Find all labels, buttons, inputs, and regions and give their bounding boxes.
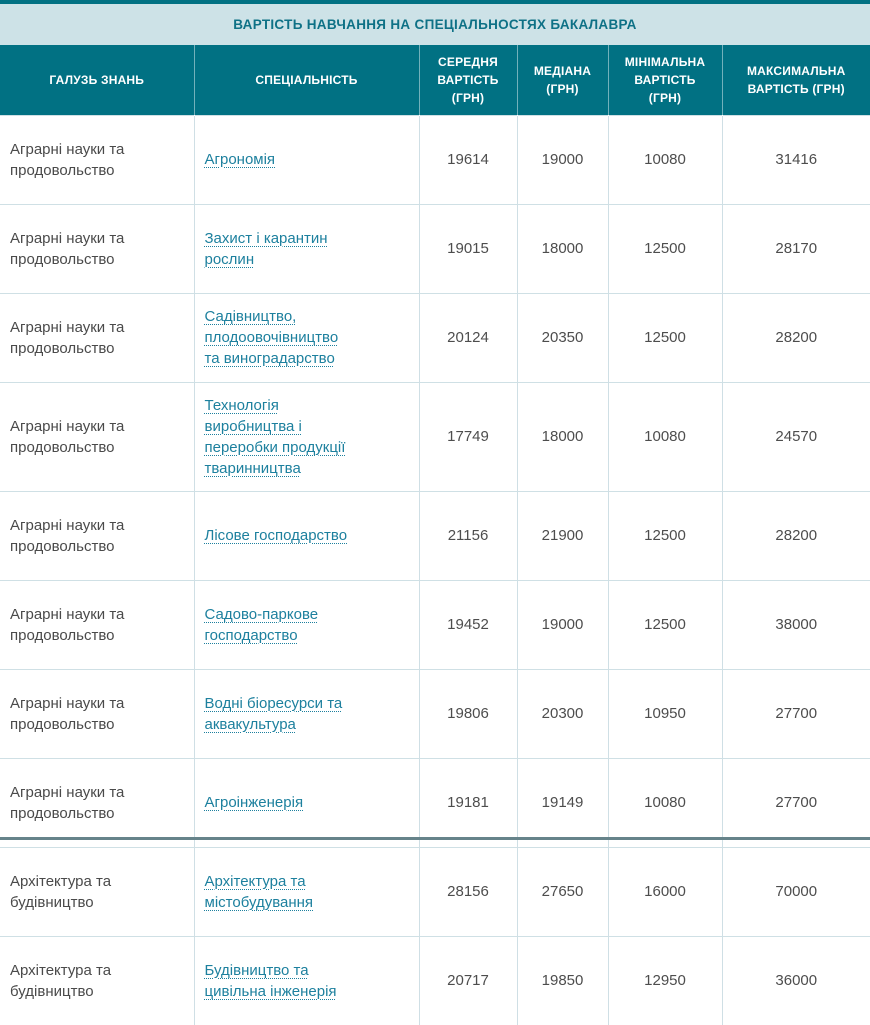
median-cell: 21900 [516,490,608,580]
specialty-link[interactable]: Агроінженерія [204,794,304,811]
header-min-cost: МІНІМАЛЬНА ВАРТІСТЬ (ГРН) [607,45,722,115]
max-cost-cell: 28200 [721,490,870,580]
field-cell: Аграрні науки та продовольство [0,757,194,847]
specialty-cell: Агроінженерія [193,757,419,847]
specialty-link[interactable]: Захист і карантин рослин [204,229,328,268]
min-cost-cell: 10080 [607,114,722,204]
avg-cost-cell: 19015 [418,203,517,293]
specialty-cell: Будівництво та цивільна інженерія [193,935,419,1025]
table-title-bar: ВАРТІСТЬ НАВЧАННЯ НА СПЕЦІАЛЬНОСТЯХ БАКА… [0,4,870,45]
avg-cost-cell: 19181 [418,757,517,847]
specialty-cell: Садово-паркове господарство [193,579,419,669]
median-cell: 18000 [516,381,608,491]
specialty-link[interactable]: Садівництво, плодоовочівництво та виногр… [204,308,339,367]
field-cell: Аграрні науки та продовольство [0,490,194,580]
field-cell: Аграрні науки та продовольство [0,381,194,491]
max-cost-cell: 31416 [721,114,870,204]
header-specialty: СПЕЦІАЛЬНІСТЬ [193,45,419,115]
specialty-cell: Водні біоресурси та аквакультура [193,668,419,758]
specialty-cell: Архітектура та містобудування [193,846,419,936]
header-average-cost: СЕРЕДНЯ ВАРТІСТЬ (ГРН) [418,45,517,115]
avg-cost-cell: 20124 [418,292,517,382]
median-cell: 20350 [516,292,608,382]
field-cell: Архітектура та будівництво [0,935,194,1025]
table-header: ГАЛУЗЬ ЗНАНЬ СПЕЦІАЛЬНІСТЬ СЕРЕДНЯ ВАРТІ… [0,45,870,115]
field-cell: Аграрні науки та продовольство [0,292,194,382]
field-cell: Аграрні науки та продовольство [0,203,194,293]
min-cost-cell: 12500 [607,203,722,293]
specialty-cell: Технологія виробництва і переробки проду… [193,381,419,491]
max-cost-cell: 36000 [721,935,870,1025]
max-cost-cell: 28170 [721,203,870,293]
table-row: Аграрні науки та продовольство Садово-па… [0,579,870,669]
max-cost-cell: 27700 [721,668,870,758]
specialty-cell: Садівництво, плодоовочівництво та виногр… [193,292,419,382]
field-cell: Аграрні науки та продовольство [0,579,194,669]
specialty-link[interactable]: Технологія виробництва і переробки проду… [204,396,346,477]
header-row: ГАЛУЗЬ ЗНАНЬ СПЕЦІАЛЬНІСТЬ СЕРЕДНЯ ВАРТІ… [0,45,870,115]
avg-cost-cell: 19806 [418,668,517,758]
table-body: Аграрні науки та продовольство Агрономія… [0,114,870,1025]
avg-cost-cell: 21156 [418,490,517,580]
median-cell: 19149 [516,757,608,847]
specialty-link[interactable]: Архітектура та містобудування [204,872,314,911]
table-row: Аграрні науки та продовольство Технологі… [0,381,870,491]
min-cost-cell: 10950 [607,668,722,758]
median-cell: 19850 [516,935,608,1025]
specialty-cell: Агрономія [193,114,419,204]
table-row: Архітектура та будівництво Архітектура т… [0,846,870,936]
table-row: Аграрні науки та продовольство Садівницт… [0,292,870,382]
specialty-link[interactable]: Лісове господарство [204,527,348,544]
median-cell: 18000 [516,203,608,293]
min-cost-cell: 12500 [607,292,722,382]
table-row: Аграрні науки та продовольство Агроінжен… [0,757,870,847]
min-cost-cell: 12500 [607,490,722,580]
page-title: ВАРТІСТЬ НАВЧАННЯ НА СПЕЦІАЛЬНОСТЯХ БАКА… [233,17,637,32]
min-cost-cell: 12500 [607,579,722,669]
max-cost-cell: 24570 [721,381,870,491]
min-cost-cell: 16000 [607,846,722,936]
top-accent-bar [0,0,870,4]
max-cost-cell: 27700 [721,757,870,847]
field-cell: Аграрні науки та продовольство [0,114,194,204]
specialty-cell: Лісове господарство [193,490,419,580]
max-cost-cell: 70000 [721,846,870,936]
header-field-of-knowledge: ГАЛУЗЬ ЗНАНЬ [0,45,194,115]
avg-cost-cell: 20717 [418,935,517,1025]
specialty-link[interactable]: Водні біоресурси та аквакультура [204,694,343,733]
table-row: Аграрні науки та продовольство Агрономія… [0,114,870,204]
avg-cost-cell: 19614 [418,114,517,204]
median-cell: 20300 [516,668,608,758]
specialty-cell: Захист і карантин рослин [193,203,419,293]
avg-cost-cell: 19452 [418,579,517,669]
field-cell: Аграрні науки та продовольство [0,668,194,758]
min-cost-cell: 10080 [607,757,722,847]
table-row: Архітектура та будівництво Будівництво т… [0,935,870,1025]
specialty-link[interactable]: Садово-паркове господарство [204,605,319,644]
min-cost-cell: 12950 [607,935,722,1025]
avg-cost-cell: 17749 [418,381,517,491]
max-cost-cell: 38000 [721,579,870,669]
table-row: Аграрні науки та продовольство Захист і … [0,203,870,293]
min-cost-cell: 10080 [607,381,722,491]
max-cost-cell: 28200 [721,292,870,382]
avg-cost-cell: 28156 [418,846,517,936]
specialty-link[interactable]: Агрономія [204,151,276,168]
table-row: Аграрні науки та продовольство Лісове го… [0,490,870,580]
header-median: МЕДІАНА (ГРН) [516,45,608,115]
median-cell: 19000 [516,579,608,669]
header-max-cost: МАКСИМАЛЬНА ВАРТІСТЬ (ГРН) [721,45,870,115]
field-cell: Архітектура та будівництво [0,846,194,936]
table-row: Аграрні науки та продовольство Водні біо… [0,668,870,758]
specialty-link[interactable]: Будівництво та цивільна інженерія [204,961,337,1000]
median-cell: 27650 [516,846,608,936]
next-section-edge [0,837,870,840]
median-cell: 19000 [516,114,608,204]
tuition-cost-table: ГАЛУЗЬ ЗНАНЬ СПЕЦІАЛЬНІСТЬ СЕРЕДНЯ ВАРТІ… [0,45,870,1025]
